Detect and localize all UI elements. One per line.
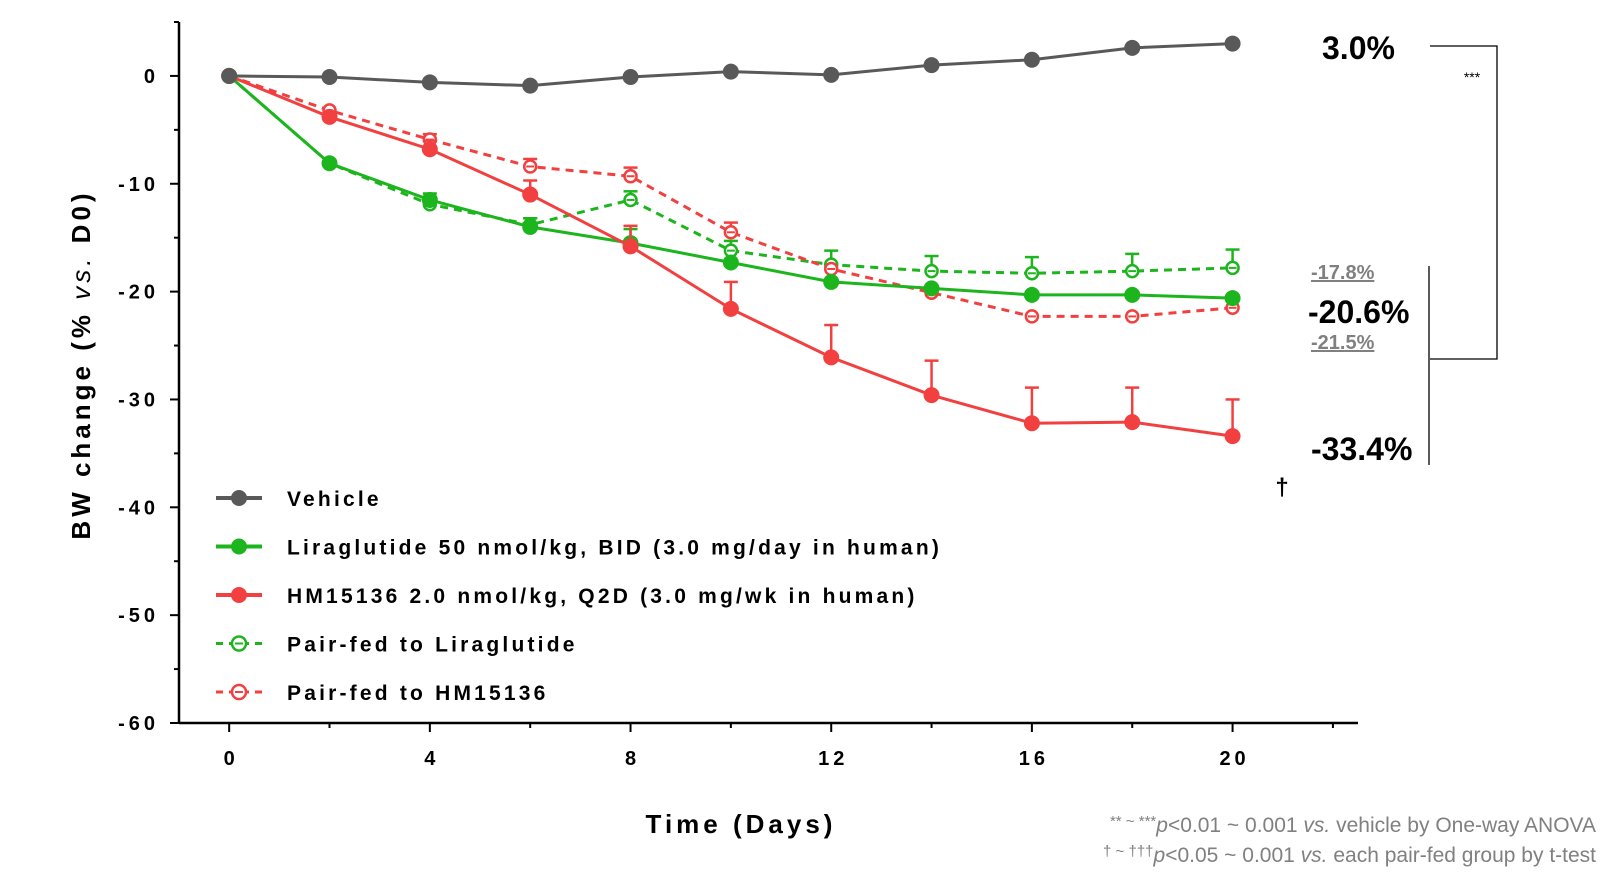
data-point xyxy=(722,300,739,317)
data-point xyxy=(722,63,739,80)
data-point xyxy=(1023,51,1040,68)
legend-swatch-marker xyxy=(231,538,247,555)
y-tick-label: -30 xyxy=(118,389,159,411)
y-tick-label: -60 xyxy=(118,713,159,735)
data-point xyxy=(321,155,338,172)
y-tick-label: -10 xyxy=(118,174,159,196)
data-point xyxy=(1224,428,1241,445)
data-point xyxy=(522,186,539,203)
data-point xyxy=(1224,35,1241,52)
significance-stars: *** xyxy=(1464,69,1481,85)
end-label-pairfed-liraglutide: -17.8% xyxy=(1311,262,1375,284)
x-axis-title: Time (Days) xyxy=(646,809,837,839)
data-point xyxy=(1023,286,1040,303)
series-line xyxy=(228,74,1233,318)
data-point xyxy=(622,238,639,255)
data-point xyxy=(321,69,338,86)
end-label-vehicle: 3.0% xyxy=(1322,30,1395,66)
series-1 xyxy=(221,67,1241,307)
legend-item-4: Pair-fed to HM15136 xyxy=(216,682,549,705)
legend-label: HM15136 2.0 nmol/kg, Q2D (3.0 mg/wk in h… xyxy=(287,585,918,608)
data-point xyxy=(1124,286,1141,303)
footnote-anova: ** ~ ***p<0.01 ~ 0.001 vs. vehicle by On… xyxy=(1110,813,1596,837)
data-point xyxy=(622,69,639,86)
data-point xyxy=(1224,290,1241,307)
data-point xyxy=(923,280,940,297)
data-point xyxy=(221,67,238,84)
y-tick-label: -50 xyxy=(118,605,159,627)
end-label-pairfed-hm15136: -21.5% xyxy=(1311,332,1375,354)
legend: Vehicle Liraglutide 50 nmol/kg, BID (3.0 … xyxy=(216,488,942,705)
x-tick-label: 4 xyxy=(424,748,439,770)
y-tick-label: -20 xyxy=(118,282,159,304)
series-3 xyxy=(221,68,1240,281)
end-label-hm15136: -33.4% xyxy=(1311,431,1412,467)
legend-item-1: Liraglutide 50 nmol/kg, BID (3.0 mg/day … xyxy=(216,537,942,560)
data-point xyxy=(823,273,840,290)
legend-label: Pair-fed to HM15136 xyxy=(287,682,549,705)
x-tick-label: 20 xyxy=(1219,748,1249,770)
y-tick-label: -40 xyxy=(118,497,159,519)
data-point xyxy=(1023,415,1040,432)
data-point xyxy=(522,218,539,235)
legend-label: Pair-fed to Liraglutide xyxy=(287,634,578,657)
series-0 xyxy=(221,35,1241,94)
significance-bracket xyxy=(1428,45,1498,465)
x-tick-label: 0 xyxy=(224,748,239,770)
axes-layer: 0 -10 -20 -30 -40 -50 -60 0 4 8 12 16 20 BW change (%… xyxy=(66,21,1358,770)
dagger-mark: † xyxy=(1275,474,1288,501)
data-point xyxy=(923,57,940,74)
data-point xyxy=(823,66,840,83)
data-point xyxy=(923,387,940,404)
x-tick-label: 16 xyxy=(1019,748,1049,770)
legend-swatch-marker xyxy=(231,490,247,506)
y-axis-title: BW change (% vs. D0) xyxy=(66,189,96,539)
data-point xyxy=(421,74,438,91)
x-tick-label: 12 xyxy=(818,748,848,770)
series-layer xyxy=(221,35,1241,445)
x-tick-label: 8 xyxy=(625,748,640,770)
data-point xyxy=(321,108,338,125)
legend-label: Vehicle xyxy=(287,488,382,511)
legend-swatch-marker xyxy=(231,587,247,603)
data-point xyxy=(522,77,539,94)
legend-label: Liraglutide 50 nmol/kg, BID (3.0 mg/day … xyxy=(287,537,942,560)
data-point xyxy=(823,349,840,366)
end-label-liraglutide: -20.6% xyxy=(1308,294,1409,330)
legend-item-0: Vehicle xyxy=(216,488,382,511)
y-tick-label: 0 xyxy=(144,66,159,88)
data-point xyxy=(421,141,438,158)
data-point xyxy=(421,191,438,208)
data-point xyxy=(722,254,739,271)
bracket-line xyxy=(1430,45,1498,360)
footnote-ttest: † ~ †††p<0.05 ~ 0.001 vs. each pair-fed … xyxy=(1103,843,1596,867)
data-point xyxy=(1124,39,1141,56)
legend-item-3: Pair-fed to Liraglutide xyxy=(216,634,578,657)
data-point xyxy=(1124,414,1141,431)
legend-item-2: HM15136 2.0 nmol/kg, Q2D (3.0 mg/wk in h… xyxy=(216,585,918,608)
